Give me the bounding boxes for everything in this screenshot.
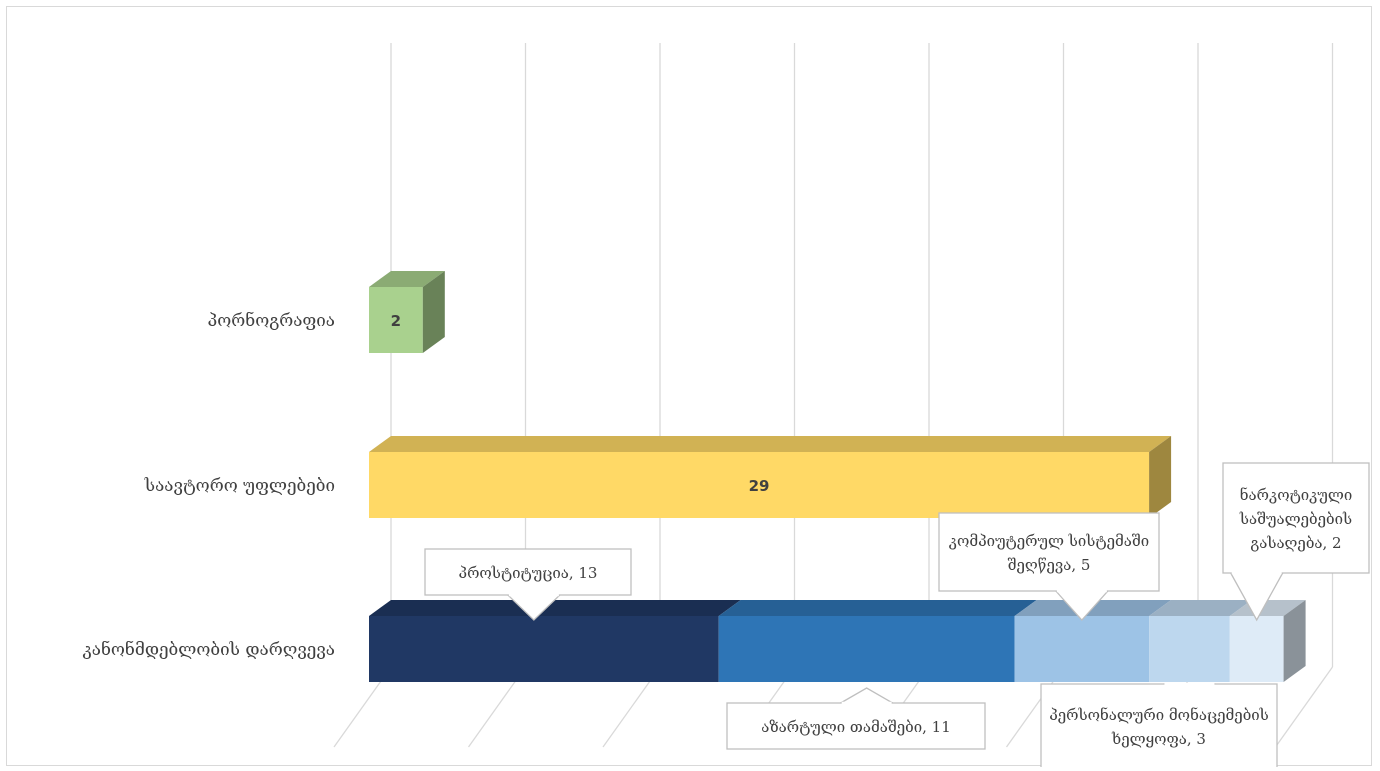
category-labels: პორნოგრაფია საავტორო უფლებები კანონმდებლობ… — [82, 311, 335, 660]
gridline-floor — [1274, 666, 1334, 748]
chart-plot: პორნოგრაფია საავტორო უფლებები კანონმდებლობ… — [82, 43, 1370, 767]
category-label: პორნოგრაფია — [208, 311, 335, 331]
bar — [1014, 616, 1150, 682]
data-label: საშუალებების — [1239, 510, 1352, 528]
callout-box — [1040, 683, 1278, 767]
bar — [718, 616, 1015, 682]
bar-segment — [369, 436, 1172, 518]
data-label: აზარტული თამაშები, 11 — [761, 718, 951, 736]
callout-box — [1222, 462, 1370, 574]
bar-segment — [369, 271, 445, 353]
bar-side-face — [1149, 436, 1172, 518]
bar-top-face — [369, 436, 1172, 452]
bar-top-face — [718, 600, 1037, 616]
data-label: 29 — [749, 477, 770, 495]
callout-box — [726, 702, 986, 750]
chart-frame: პორნოგრაფია საავტორო უფლებები კანონმდებლობ… — [6, 6, 1372, 767]
bar-segment — [369, 600, 741, 682]
callout: აზარტული თამაშები, 11 — [726, 687, 986, 750]
callout: ნარკოტიკული საშუალებების გასაღება, 2 — [1222, 462, 1370, 622]
data-label: გასაღება, 2 — [1250, 534, 1341, 552]
data-label: შეღწევა, 5 — [1008, 556, 1091, 574]
callout-box — [938, 512, 1160, 592]
bar-segment — [718, 600, 1037, 682]
bar — [369, 287, 423, 353]
data-label: პერსონალური მონაცემების — [1049, 706, 1269, 724]
data-label: პროსტიტუცია, 13 — [459, 564, 598, 582]
category-label: საავტორო უფლებები — [144, 476, 335, 496]
callouts: პროსტიტუცია, 13 აზარტული თამაშები, 11 კომპ… — [424, 462, 1370, 767]
data-label: კომპიუტერულ სისტემაში — [949, 532, 1149, 550]
bar — [1229, 616, 1284, 682]
data-label: 2 — [391, 312, 401, 330]
callout-box — [424, 548, 632, 596]
bar-top-face — [1149, 600, 1252, 616]
callout: პროსტიტუცია, 13 — [424, 548, 632, 621]
bars: 2 29 — [369, 271, 1306, 682]
category-label: კანონმდებლობის დარღვევა — [82, 640, 335, 660]
bar — [369, 452, 1150, 518]
callout-pointer — [838, 687, 896, 704]
data-label: ხელყოფა, 3 — [1111, 730, 1206, 748]
callout: პერსონალური მონაცემების ხელყოფა, 3 — [1040, 682, 1278, 767]
bar-top-face — [369, 600, 741, 616]
bar-segment — [1014, 600, 1172, 682]
bar — [1149, 616, 1230, 682]
bar-side-face — [1283, 600, 1306, 682]
data-label: ნარკოტიკული — [1240, 486, 1352, 504]
bar — [369, 616, 719, 682]
callout: კომპიუტერულ სისტემაში შეღწევა, 5 — [938, 512, 1160, 621]
bar-segment — [1229, 600, 1306, 682]
bar-top-face — [369, 271, 445, 287]
bar-side-face — [422, 271, 445, 353]
bar-segment — [1149, 600, 1252, 682]
